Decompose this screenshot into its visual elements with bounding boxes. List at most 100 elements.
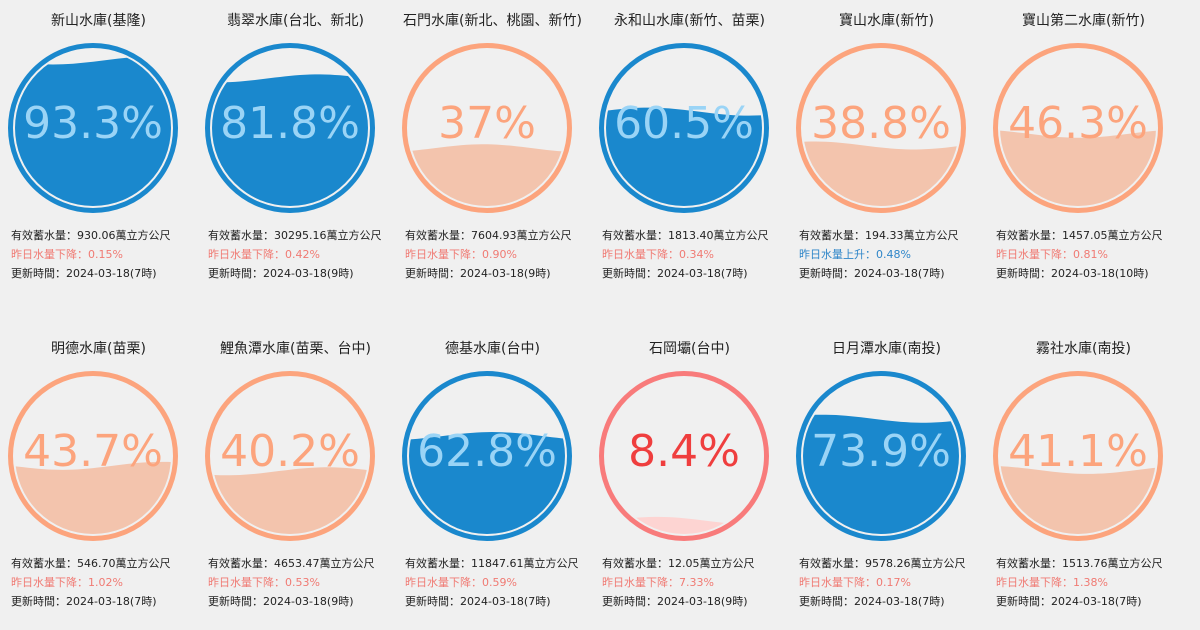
change-label: 昨日水量上升：	[799, 248, 876, 261]
storage-label: 有效蓄水量：	[11, 557, 77, 570]
time-value: 2024-03-18(7時)	[66, 595, 157, 608]
storage-value: 1513.76	[1062, 557, 1108, 570]
storage-line: 有效蓄水量：546.70萬立方公尺	[11, 554, 193, 573]
reservoir-info: 有效蓄水量：4653.47萬立方公尺 昨日水量下降：0.53% 更新時間：2024-…	[208, 554, 390, 611]
change-label: 昨日水量下降：	[602, 576, 679, 589]
water-level-gauge: 46.3%	[993, 43, 1163, 213]
reservoir-info: 有效蓄水量：12.05萬立方公尺 昨日水量下降：7.33% 更新時間：2024-03…	[602, 554, 784, 611]
storage-value: 4653.47	[274, 557, 320, 570]
water-fill	[15, 461, 171, 534]
time-label: 更新時間：	[11, 267, 66, 280]
reservoir-name: 寶山水庫(新竹)	[839, 13, 934, 29]
reservoir-info: 有效蓄水量：1513.76萬立方公尺 昨日水量下降：1.38% 更新時間：2024-…	[996, 554, 1178, 611]
gauge-ring	[205, 371, 375, 541]
storage-line: 有效蓄水量：1813.40萬立方公尺	[602, 226, 784, 245]
gauge-ring	[599, 371, 769, 541]
change-line: 昨日水量上升：0.48%	[799, 245, 981, 264]
water-level-gauge: 43.7%	[8, 371, 178, 541]
time-label: 更新時間：	[996, 267, 1051, 280]
reservoir-card: 寶山水庫(新竹) 38.8% 有效蓄水量：194.33萬立方公尺 昨日水量上升：0.4…	[788, 0, 985, 300]
gauge-ring	[8, 43, 178, 213]
reservoir-name: 新山水庫(基隆)	[51, 13, 146, 29]
percent-label: 81.8%	[220, 98, 360, 149]
storage-label: 有效蓄水量：	[799, 557, 865, 570]
change-value: 7.33%	[679, 576, 714, 589]
reservoir-name: 永和山水庫(新竹、苗栗)	[614, 13, 765, 29]
storage-unit: 萬立方公尺	[115, 229, 171, 242]
storage-value: 1813.40	[668, 229, 714, 242]
water-fill	[409, 144, 565, 206]
reservoir-info: 有效蓄水量：546.70萬立方公尺 昨日水量下降：1.02% 更新時間：2024-0…	[11, 554, 193, 611]
storage-unit: 萬立方公尺	[910, 557, 966, 570]
update-time-line: 更新時間：2024-03-18(7時)	[11, 264, 193, 283]
reservoir-info: 有效蓄水量：7604.93萬立方公尺 昨日水量下降：0.90% 更新時間：2024-…	[405, 226, 587, 283]
change-line: 昨日水量下降：1.38%	[996, 573, 1178, 592]
reservoir-info: 有效蓄水量：9578.26萬立方公尺 昨日水量下降：0.17% 更新時間：2024-…	[799, 554, 981, 611]
update-time-line: 更新時間：2024-03-18(9時)	[405, 264, 587, 283]
storage-unit: 萬立方公尺	[326, 229, 382, 242]
storage-line: 有效蓄水量：7604.93萬立方公尺	[405, 226, 587, 245]
storage-label: 有效蓄水量：	[799, 229, 865, 242]
change-label: 昨日水量下降：	[602, 248, 679, 261]
reservoir-card: 石岡壩(台中) 8.4% 有效蓄水量：12.05萬立方公尺 昨日水量下降：7.33% 更…	[591, 328, 788, 628]
time-value: 2024-03-18(7時)	[854, 595, 945, 608]
change-line: 昨日水量下降：0.34%	[602, 245, 784, 264]
percent-label: 41.1%	[1008, 426, 1148, 477]
water-level-gauge: 37%	[402, 43, 572, 213]
update-time-line: 更新時間：2024-03-18(7時)	[799, 592, 981, 611]
change-line: 昨日水量下降：0.81%	[996, 245, 1178, 264]
percent-label: 73.9%	[811, 426, 951, 477]
change-value: 0.48%	[876, 248, 911, 261]
water-level-gauge: 81.8%	[205, 43, 375, 213]
water-level-gauge: 62.8%	[402, 371, 572, 541]
storage-unit: 萬立方公尺	[699, 557, 755, 570]
change-label: 昨日水量下降：	[996, 248, 1073, 261]
time-label: 更新時間：	[208, 595, 263, 608]
reservoir-card: 霧社水庫(南投) 41.1% 有效蓄水量：1513.76萬立方公尺 昨日水量下降：1.…	[985, 328, 1182, 628]
storage-label: 有效蓄水量：	[208, 557, 274, 570]
storage-unit: 萬立方公尺	[713, 229, 769, 242]
change-line: 昨日水量下降：7.33%	[602, 573, 784, 592]
reservoir-name: 石岡壩(台中)	[649, 341, 730, 357]
time-label: 更新時間：	[405, 595, 460, 608]
storage-label: 有效蓄水量：	[996, 229, 1062, 242]
percent-label: 60.5%	[614, 98, 754, 149]
storage-unit: 萬立方公尺	[903, 229, 959, 242]
storage-line: 有效蓄水量：30295.16萬立方公尺	[208, 226, 390, 245]
change-value: 0.42%	[285, 248, 320, 261]
reservoir-name: 寶山第二水庫(新竹)	[1022, 13, 1145, 29]
water-fill	[212, 467, 368, 534]
storage-line: 有效蓄水量：1513.76萬立方公尺	[996, 554, 1178, 573]
storage-unit: 萬立方公尺	[523, 557, 579, 570]
change-line: 昨日水量下降：1.02%	[11, 573, 193, 592]
change-value: 1.38%	[1073, 576, 1108, 589]
time-label: 更新時間：	[602, 595, 657, 608]
reservoir-info: 有效蓄水量：1813.40萬立方公尺 昨日水量下降：0.34% 更新時間：2024-…	[602, 226, 784, 283]
reservoir-name: 德基水庫(台中)	[445, 341, 540, 357]
time-label: 更新時間：	[799, 595, 854, 608]
storage-line: 有效蓄水量：12.05萬立方公尺	[602, 554, 784, 573]
change-label: 昨日水量下降：	[405, 576, 482, 589]
water-level-gauge: 60.5%	[599, 43, 769, 213]
update-time-line: 更新時間：2024-03-18(9時)	[208, 592, 390, 611]
storage-value: 194.33	[865, 229, 904, 242]
storage-line: 有效蓄水量：4653.47萬立方公尺	[208, 554, 390, 573]
storage-line: 有效蓄水量：9578.26萬立方公尺	[799, 554, 981, 573]
water-level-gauge: 41.1%	[993, 371, 1163, 541]
change-line: 昨日水量下降：0.53%	[208, 573, 390, 592]
reservoir-name: 翡翠水庫(台北、新北)	[227, 13, 364, 29]
storage-value: 11847.61	[471, 557, 524, 570]
percent-label: 43.7%	[23, 426, 163, 477]
update-time-line: 更新時間：2024-03-18(7時)	[11, 592, 193, 611]
update-time-line: 更新時間：2024-03-18(7時)	[799, 264, 981, 283]
storage-value: 9578.26	[865, 557, 911, 570]
storage-value: 30295.16	[274, 229, 327, 242]
time-value: 2024-03-18(9時)	[263, 267, 354, 280]
percent-label: 8.4%	[628, 426, 740, 477]
change-value: 0.90%	[482, 248, 517, 261]
time-value: 2024-03-18(7時)	[1051, 595, 1142, 608]
gauge-ring	[8, 371, 178, 541]
change-value: 0.53%	[285, 576, 320, 589]
gauge-ring	[993, 371, 1163, 541]
